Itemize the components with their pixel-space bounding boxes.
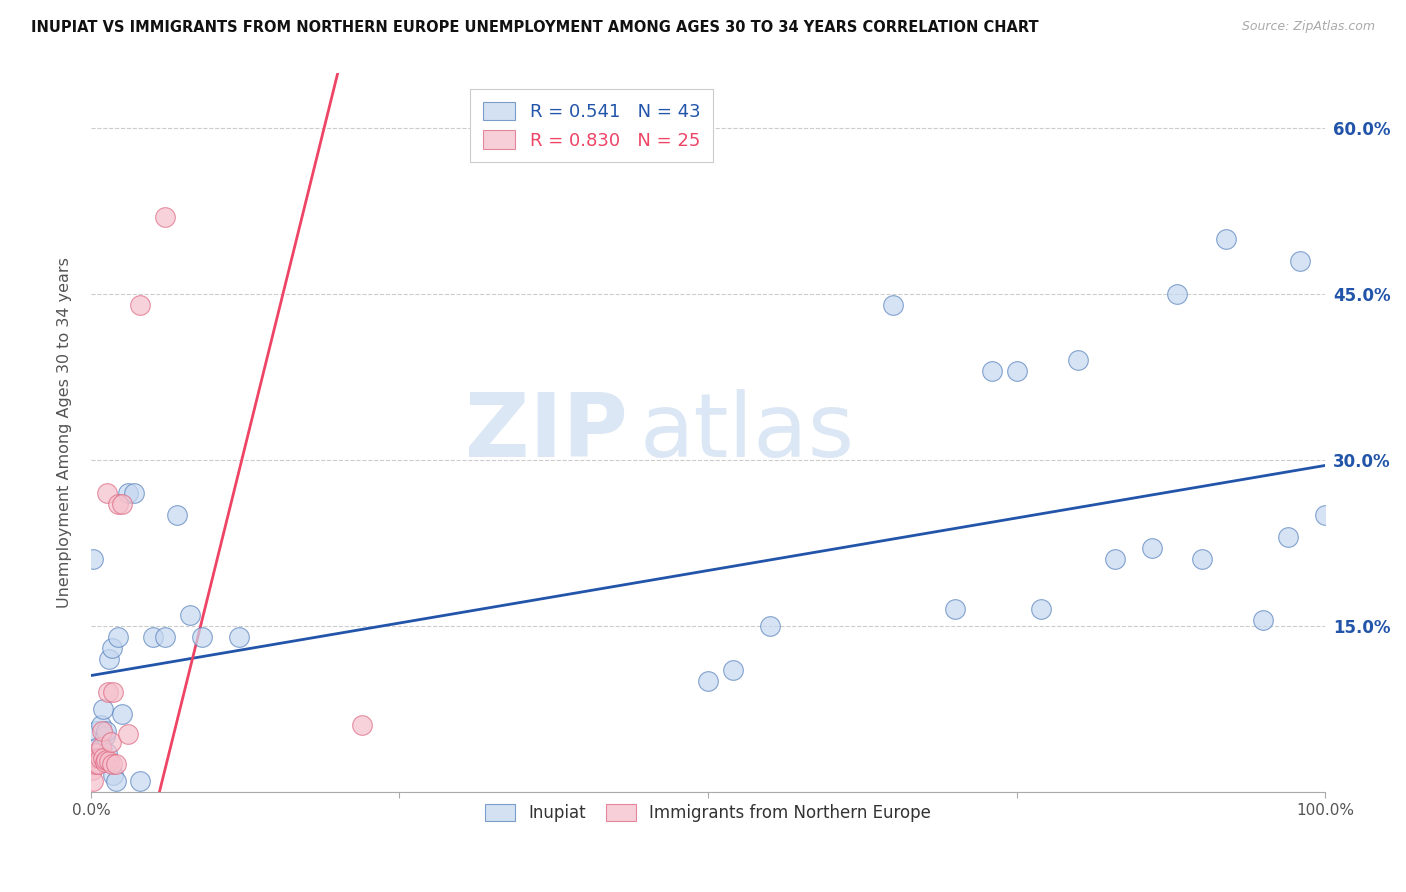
Point — [117, 727, 139, 741]
Point — [86, 751, 108, 765]
Point — [97, 685, 120, 699]
Point — [1005, 364, 1028, 378]
Point — [191, 630, 214, 644]
Point — [1067, 353, 1090, 368]
Point — [101, 640, 124, 655]
Point — [82, 773, 104, 788]
Text: INUPIAT VS IMMIGRANTS FROM NORTHERN EUROPE UNEMPLOYMENT AMONG AGES 30 TO 34 YEAR: INUPIAT VS IMMIGRANTS FROM NORTHERN EURO… — [31, 20, 1039, 35]
Point — [1104, 552, 1126, 566]
Point — [90, 718, 112, 732]
Point — [93, 755, 115, 769]
Point — [1142, 541, 1164, 556]
Point — [166, 508, 188, 523]
Y-axis label: Unemployment Among Ages 30 to 34 years: Unemployment Among Ages 30 to 34 years — [58, 257, 72, 607]
Point — [1031, 602, 1053, 616]
Point — [1253, 613, 1275, 627]
Point — [94, 723, 117, 738]
Point — [101, 685, 124, 699]
Point — [96, 486, 118, 500]
Point — [111, 707, 134, 722]
Point — [93, 730, 115, 744]
Point — [107, 497, 129, 511]
Point — [122, 486, 145, 500]
Point — [882, 298, 904, 312]
Point — [111, 497, 134, 511]
Point — [129, 773, 152, 788]
Point — [91, 702, 114, 716]
Point — [352, 718, 374, 732]
Legend: Inupiat, Immigrants from Northern Europe: Inupiat, Immigrants from Northern Europe — [477, 795, 939, 830]
Point — [1277, 530, 1299, 544]
Point — [96, 746, 118, 760]
Point — [91, 723, 114, 738]
Point — [104, 756, 127, 771]
Point — [1166, 287, 1188, 301]
Text: ZIP: ZIP — [465, 389, 627, 475]
Text: Source: ZipAtlas.com: Source: ZipAtlas.com — [1241, 20, 1375, 33]
Point — [84, 723, 107, 738]
Point — [90, 740, 112, 755]
Point — [101, 756, 124, 771]
Point — [91, 740, 114, 755]
Point — [697, 674, 720, 689]
Point — [1313, 508, 1336, 523]
Point — [82, 552, 104, 566]
Point — [107, 630, 129, 644]
Point — [228, 630, 250, 644]
Point — [91, 751, 114, 765]
Point — [179, 607, 201, 622]
Point — [1289, 254, 1312, 268]
Point — [87, 740, 110, 755]
Point — [153, 210, 176, 224]
Point — [153, 630, 176, 644]
Point — [943, 602, 966, 616]
Point — [1191, 552, 1213, 566]
Point — [89, 751, 111, 765]
Point — [87, 756, 110, 771]
Point — [142, 630, 165, 644]
Point — [129, 298, 152, 312]
Point — [104, 773, 127, 788]
Point — [82, 763, 104, 777]
Point — [721, 663, 744, 677]
Point — [1215, 232, 1237, 246]
Point — [101, 768, 124, 782]
Point — [84, 746, 107, 760]
Point — [83, 756, 105, 771]
Point — [98, 652, 121, 666]
Point — [100, 735, 122, 749]
Point — [980, 364, 1002, 378]
Point — [94, 753, 117, 767]
Point — [89, 751, 111, 765]
Point — [98, 754, 121, 768]
Text: atlas: atlas — [640, 389, 855, 475]
Point — [117, 486, 139, 500]
Point — [758, 619, 780, 633]
